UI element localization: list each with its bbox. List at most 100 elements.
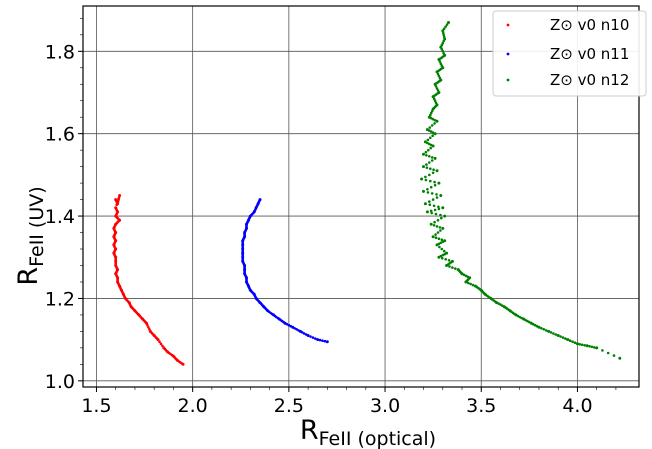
data-point <box>424 175 427 179</box>
data-point <box>435 169 439 173</box>
data-point <box>301 331 304 334</box>
data-point <box>306 334 310 337</box>
data-point <box>430 192 434 195</box>
data-point <box>420 177 424 181</box>
x-axis-title-main: R <box>300 415 319 446</box>
data-point <box>426 191 430 194</box>
data-point <box>441 50 445 53</box>
data-point <box>590 345 594 349</box>
legend-entry: Z⊙ v0 n10 <box>506 16 629 34</box>
x-tick-label: 2.0 <box>178 395 208 417</box>
data-point <box>116 200 119 203</box>
data-point <box>118 194 122 197</box>
data-point <box>593 346 596 349</box>
data-point <box>181 362 185 366</box>
data-point <box>117 197 120 200</box>
data-point <box>430 156 434 159</box>
data-point <box>429 136 432 140</box>
data-point <box>439 229 442 232</box>
data-point <box>612 354 616 357</box>
data-point <box>293 327 296 330</box>
data-point <box>540 327 543 330</box>
data-point <box>571 340 574 344</box>
y-tick-label: 1.6 <box>45 124 75 146</box>
data-point <box>433 220 436 224</box>
data-point <box>422 152 425 156</box>
x-tick-label: 3.5 <box>466 395 496 417</box>
data-point <box>429 111 433 115</box>
data-point <box>554 333 558 336</box>
tick-labels: 1.5 2.0 2.5 3.0 3.5 4.0 1.0 1.2 1.4 1.6 1.8 <box>45 41 593 417</box>
data-point <box>438 226 442 229</box>
data-point <box>467 281 470 285</box>
data-point <box>559 335 562 338</box>
data-point <box>434 212 438 216</box>
data-point <box>431 198 435 201</box>
data-point <box>425 163 428 166</box>
data-point <box>447 21 450 24</box>
data-point <box>429 185 433 189</box>
data-point <box>454 267 457 270</box>
data-point <box>115 203 118 206</box>
x-axis-title-sub: FeII (optical) <box>319 428 436 449</box>
data-point <box>432 168 435 171</box>
data-point <box>429 222 433 226</box>
data-point <box>434 233 437 236</box>
data-point <box>147 326 150 329</box>
data-point <box>424 178 428 182</box>
plot-frame <box>82 5 640 388</box>
data-point <box>447 259 451 262</box>
legend-label-n10: Z⊙ v0 n10 <box>550 16 629 34</box>
legend-entry: Z⊙ v0 n11 <box>506 45 629 63</box>
data-point <box>542 328 546 331</box>
data-point <box>433 122 436 125</box>
data-point <box>441 41 445 45</box>
y-tick-label: 1.8 <box>45 41 75 63</box>
legend-marker-n10 <box>506 23 510 27</box>
data-point <box>435 243 439 247</box>
data-point <box>435 87 439 90</box>
data-point <box>436 72 440 76</box>
data-point <box>440 247 444 251</box>
data-point <box>561 336 565 339</box>
y-axis-title-sub: FeII (UV) <box>26 186 48 267</box>
data-point <box>442 39 446 43</box>
axis-ticks <box>78 18 617 392</box>
data-point <box>556 334 560 337</box>
data-point <box>431 134 435 137</box>
data-point <box>431 118 435 121</box>
data-point <box>544 329 548 332</box>
data-point <box>435 70 439 74</box>
series-2 <box>420 21 622 360</box>
data-point <box>302 332 306 335</box>
data-point <box>566 338 570 342</box>
data-point <box>325 340 329 344</box>
data-point <box>442 33 446 37</box>
data-point <box>437 74 441 78</box>
data-point <box>146 323 149 327</box>
data-point <box>439 241 443 245</box>
x-tick-label: 3.0 <box>370 395 400 417</box>
data-point <box>439 213 442 217</box>
data-point <box>311 336 315 339</box>
data-point <box>440 47 444 51</box>
data-point <box>429 167 432 170</box>
data-point <box>429 209 433 213</box>
data-point <box>424 150 428 154</box>
data-point <box>285 322 289 326</box>
data-point <box>422 189 425 193</box>
data-point <box>439 62 443 65</box>
data-point <box>441 29 445 33</box>
data-point <box>422 165 425 169</box>
x-tick-label: 4.0 <box>562 395 592 417</box>
data-point <box>462 273 466 277</box>
data-point <box>580 343 584 347</box>
data-point <box>441 253 445 257</box>
legend-marker-n12 <box>506 78 510 82</box>
data-point <box>438 245 441 249</box>
data-point <box>435 193 438 196</box>
legend-entry: Z⊙ v0 n12 <box>506 71 629 89</box>
data-points <box>112 21 622 366</box>
data-point <box>601 349 604 352</box>
legend: Z⊙ v0 n10 Z⊙ v0 n11 Z⊙ v0 n12 <box>492 10 647 97</box>
